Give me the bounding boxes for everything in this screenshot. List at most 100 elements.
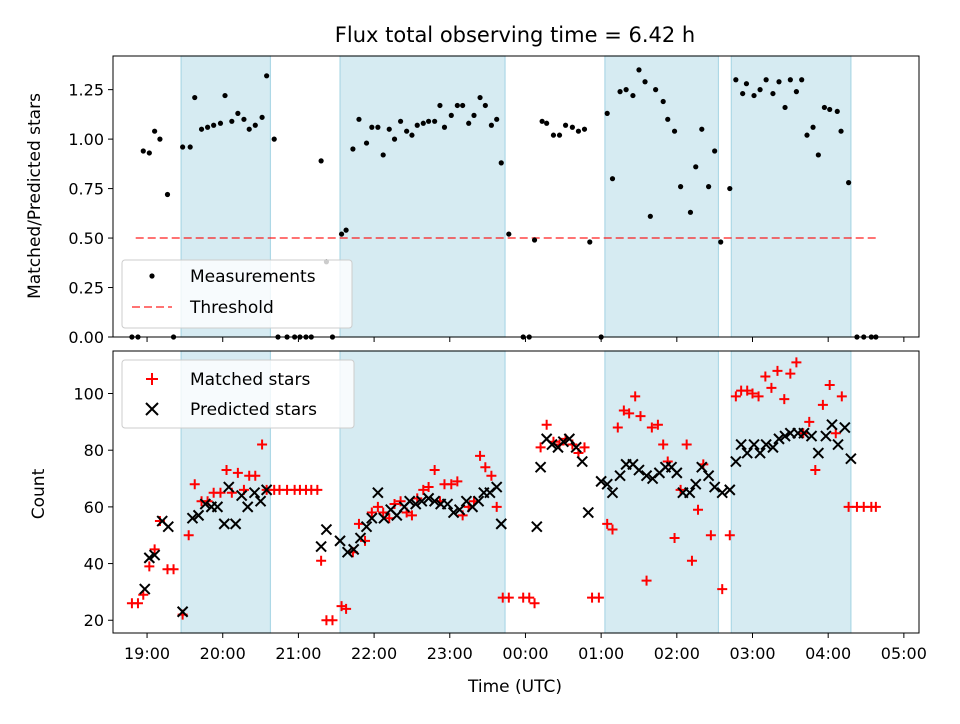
- x-tick-label: 02:00: [654, 644, 700, 663]
- matched-star-point: [686, 555, 697, 566]
- matched-star-point: [705, 530, 716, 541]
- matched-star-point: [406, 510, 417, 521]
- predicted-star-point: [192, 509, 205, 522]
- matched-star-point: [635, 411, 646, 422]
- measurement-point: [252, 122, 258, 128]
- y-tick-label: 60: [84, 498, 104, 517]
- measurement-point: [671, 128, 678, 134]
- matched-star-point: [681, 439, 692, 450]
- predicted-star-point: [724, 484, 736, 496]
- matched-star-point: [658, 439, 669, 450]
- measurement-point: [636, 67, 642, 73]
- measurement-point: [776, 79, 782, 85]
- predicted-star-point: [315, 540, 327, 553]
- y-tick-label: 40: [84, 555, 104, 574]
- measurement-point: [448, 112, 454, 118]
- matched-star-point: [624, 408, 635, 419]
- measurement-point: [386, 126, 392, 132]
- measurement-point: [687, 209, 694, 215]
- predicted-star-point: [235, 489, 248, 502]
- y-tick-label: 100: [73, 385, 104, 404]
- measurement-point: [630, 92, 636, 99]
- predicted-star-point: [441, 498, 454, 510]
- predicted-star-point: [366, 512, 378, 524]
- predicted-star-point: [416, 495, 428, 507]
- measurement-point: [838, 128, 844, 134]
- x-tick-label: 00:00: [502, 644, 548, 663]
- measurement-point: [229, 118, 235, 124]
- bottom-y-axis-label: Count: [29, 468, 49, 519]
- predicted-star-point: [557, 435, 570, 448]
- measurement-point: [466, 120, 472, 126]
- measurement-point: [259, 114, 265, 120]
- matched-star-point: [646, 422, 657, 433]
- legend-measurement-marker: [149, 273, 155, 279]
- measurement-point: [743, 81, 750, 87]
- predicted-star-point: [254, 495, 267, 507]
- predicted-star-point: [812, 447, 825, 459]
- x-tick-label: 21:00: [275, 644, 321, 663]
- matched-star-point: [535, 442, 546, 453]
- y-tick-label: 1.25: [68, 81, 104, 100]
- measurement-point: [575, 128, 582, 134]
- measurement-point: [550, 132, 557, 138]
- measurement-point: [706, 184, 712, 190]
- measurement-point: [653, 87, 659, 93]
- measurement-point: [693, 164, 699, 170]
- measurement-point: [562, 122, 569, 128]
- predicted-star-point: [148, 549, 161, 561]
- y-tick-label: 0.25: [68, 279, 104, 298]
- measurement-point: [810, 124, 816, 130]
- measurement-points: [129, 67, 879, 340]
- predicted-star-point: [260, 484, 273, 496]
- measurement-point: [271, 136, 277, 142]
- matched-star-point: [423, 482, 434, 493]
- predicted-star-point: [696, 461, 708, 473]
- matched-star-point: [747, 388, 758, 399]
- matched-star-point: [341, 603, 352, 614]
- legend-predicted-label: Predicted stars: [190, 400, 317, 420]
- measurement-point: [623, 87, 629, 93]
- predicted-star-point: [798, 427, 810, 439]
- measurement-point: [404, 128, 410, 134]
- measurement-point: [235, 110, 241, 116]
- observing-window: [604, 55, 720, 338]
- predicted-star-point: [403, 495, 416, 507]
- matched-star-point: [366, 507, 377, 518]
- measurement-point: [338, 231, 345, 237]
- matched-star-point: [144, 561, 155, 572]
- matched-star-point: [579, 442, 590, 453]
- chart-title: Flux total observing time = 6.42 h: [335, 23, 695, 47]
- measurement-point: [604, 110, 610, 116]
- predicted-star-point: [143, 552, 156, 564]
- predicted-star-point: [162, 521, 174, 533]
- x-tick-label: 05:00: [881, 644, 927, 663]
- predicted-star-point: [229, 518, 242, 530]
- matched-star-point: [503, 592, 514, 603]
- measurement-point: [665, 116, 671, 122]
- measurement-point: [140, 148, 146, 154]
- predicted-star-point: [690, 478, 702, 490]
- matched-star-point: [446, 479, 457, 490]
- predicted-star-point: [839, 421, 851, 434]
- matched-star-point: [132, 598, 143, 609]
- legend-measurements-label: Measurements: [190, 267, 316, 287]
- matched-star-point: [870, 501, 881, 512]
- matched-star-point: [232, 467, 243, 478]
- predicted-star-point: [372, 487, 384, 499]
- matched-star-point: [612, 422, 623, 433]
- observing-window: [604, 350, 720, 634]
- measurement-point: [198, 126, 205, 132]
- measurement-point: [647, 213, 653, 219]
- measurement-point: [787, 77, 793, 83]
- predicted-star-point: [779, 430, 791, 442]
- measurement-point: [241, 116, 247, 122]
- measurement-point: [556, 132, 563, 138]
- matched-star-point: [491, 501, 502, 512]
- measurement-point: [217, 120, 224, 126]
- matched-star-point: [618, 405, 629, 416]
- predicted-star-point: [805, 430, 818, 442]
- x-tick-label: 04:00: [805, 644, 851, 663]
- measurement-point: [460, 102, 466, 109]
- matched-star-point: [221, 465, 232, 476]
